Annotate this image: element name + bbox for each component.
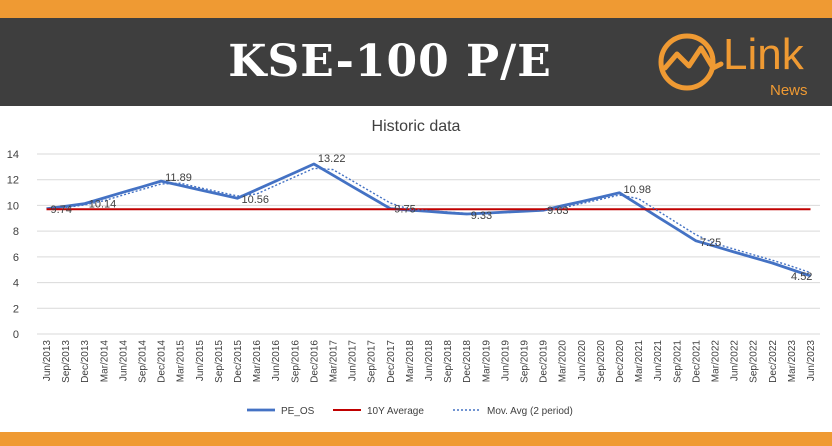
data-label: 10.56 [242,194,270,206]
data-label: 4.52 [791,271,812,283]
data-label: 9.63 [547,205,568,217]
x-tick-label: Mar/2014 [99,340,110,383]
x-tick-label: Mar/2023 [787,340,798,383]
x-tick-label: Sep/2017 [367,340,378,383]
x-tick-label: Jun/2013 [42,340,53,382]
header-banner: KSE-100 P/E Link News [0,18,832,106]
logo-mark-icon [658,33,724,91]
data-label: 9.75 [394,204,415,216]
x-tick-label: Sep/2021 [672,340,683,383]
x-tick-label: Dec/2015 [233,340,244,383]
legend-label: 10Y Average [367,406,424,417]
x-tick-label: Jun/2018 [424,340,435,382]
y-tick-label: 10 [7,200,19,212]
x-tick-label: Dec/2016 [309,340,320,383]
chart-title: Historic data [371,118,461,135]
y-tick-label: 14 [7,149,19,161]
x-tick-label: Dec/2019 [539,340,550,383]
x-tick-label: Jun/2022 [730,340,741,382]
x-tick-label: Dec/2017 [386,340,397,383]
data-label: 10.14 [89,199,117,211]
data-label: 9.74 [51,204,72,216]
x-tick-label: Mar/2022 [710,340,721,383]
legend-label: Mov. Avg (2 period) [487,406,573,417]
x-tick-label: Mar/2021 [634,340,645,383]
x-tick-label: Jun/2014 [118,340,129,382]
x-tick-label: Dec/2018 [462,340,473,383]
x-tick-label: Jun/2016 [271,340,282,382]
top-accent-bar [0,0,832,18]
x-tick-label: Jun/2023 [806,340,817,382]
x-tick-label: Dec/2022 [768,340,779,383]
data-label: 7.25 [700,237,721,249]
y-tick-label: 6 [13,252,19,264]
y-tick-label: 0 [13,329,19,341]
x-tick-label: Dec/2020 [615,340,626,383]
legend-label: PE_OS [281,406,315,417]
y-tick-label: 2 [13,303,19,315]
x-tick-label: Dec/2013 [80,340,91,383]
x-tick-label: Jun/2019 [500,340,511,382]
x-tick-label: Sep/2014 [138,340,149,383]
series-line-mov-avg-2-period [65,167,811,274]
x-tick-label: Mar/2016 [252,340,263,383]
x-tick-label: Mar/2017 [329,340,340,383]
x-tick-label: Jun/2021 [653,340,664,382]
x-tick-label: Dec/2021 [691,340,702,383]
data-label: 10.98 [623,184,651,196]
x-tick-label: Mar/2015 [176,340,187,383]
link-news-logo: Link News [655,24,825,104]
data-label: 13.22 [318,153,346,165]
x-tick-label: Jun/2020 [577,340,588,382]
x-tick-label: Sep/2013 [61,340,72,383]
y-tick-label: 4 [13,278,19,290]
x-tick-label: Jun/2017 [348,340,359,382]
logo-subword: News [770,82,808,99]
x-tick-label: Sep/2019 [519,340,530,383]
x-tick-label: Mar/2020 [558,340,569,383]
x-tick-label: Jun/2015 [195,340,206,382]
pe-line-chart: 0 2 4 6 8 10 12 14 Jun/2013 Sep/2013 Dec/2013 Mar/2… [7,149,820,417]
x-tick-label: Sep/2016 [290,340,301,383]
page-title: KSE-100 P/E [228,36,552,87]
x-tick-label: Sep/2018 [443,340,454,383]
x-tick-label: Dec/2014 [157,340,168,383]
x-tick-label: Sep/2015 [214,340,225,383]
logo-word: Link [723,30,804,79]
bottom-accent-bar [0,432,832,446]
x-tick-label: Mar/2019 [481,340,492,383]
x-tick-label: Sep/2020 [596,340,607,383]
series-line-pe-os [46,162,811,278]
data-label: 11.89 [165,172,192,184]
data-label: 9.33 [471,210,492,222]
x-tick-label: Sep/2022 [749,340,760,383]
y-tick-label: 12 [7,175,19,187]
y-tick-label: 8 [13,226,19,238]
x-tick-label: Mar/2018 [405,340,416,383]
